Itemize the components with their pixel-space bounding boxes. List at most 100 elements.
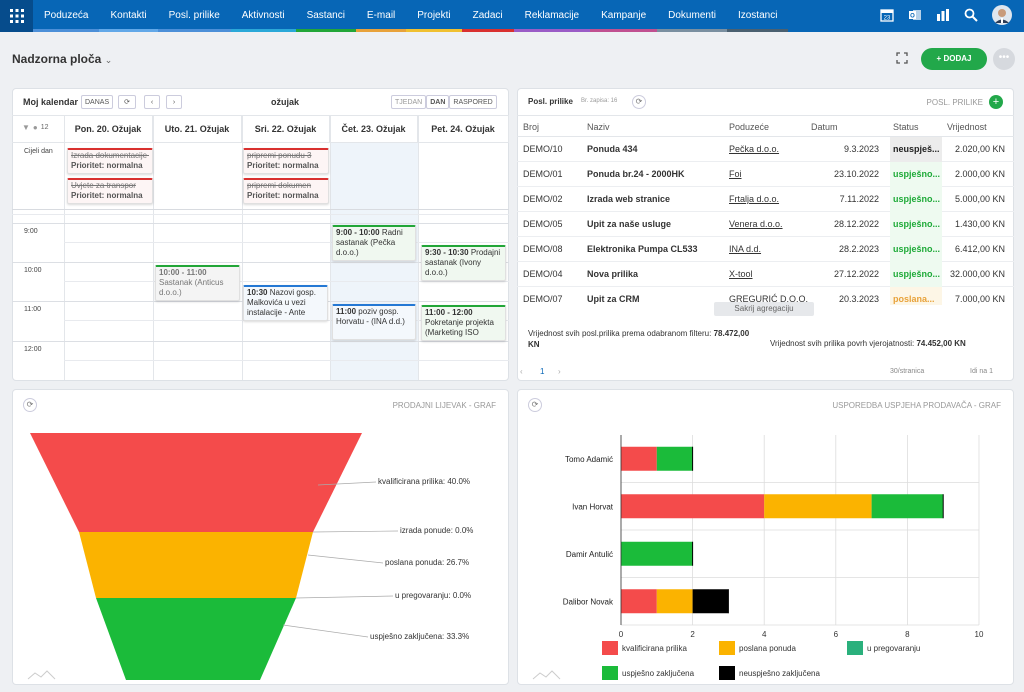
calendar-event[interactable]: 10:00 - 11:00 Sastanak (Anticus d.o.o.) bbox=[155, 265, 240, 301]
table-row[interactable]: DEMO/04 Nova prilika X-tool 27.12.2022 uspje… bbox=[517, 262, 1014, 287]
table-row[interactable]: DEMO/07 Upit za CRM GREGURIĆ D.O.O. 20.3.20… bbox=[517, 287, 1014, 305]
table-row[interactable]: DEMO/02 Izrada web stranice Frtalja d.o.o.… bbox=[517, 187, 1014, 212]
previous-week-button[interactable]: ‹ bbox=[144, 95, 160, 109]
nav-item-6[interactable]: Projekti bbox=[406, 0, 462, 32]
apps-grid-icon[interactable] bbox=[0, 0, 33, 32]
table-cell[interactable]: X-tool bbox=[729, 269, 753, 279]
nav-item-8[interactable]: Reklamacije bbox=[513, 0, 591, 32]
today-button[interactable]: DANAS bbox=[81, 95, 114, 109]
bar-segment[interactable] bbox=[621, 494, 765, 519]
table-cell: DEMO/10 bbox=[523, 144, 563, 154]
fullscreen-icon[interactable] bbox=[896, 52, 908, 66]
nav-item-3[interactable]: Aktivnosti bbox=[230, 0, 296, 32]
bar-segment[interactable] bbox=[656, 589, 693, 614]
column-header-0[interactable]: Broj bbox=[523, 122, 540, 132]
bar-segment[interactable] bbox=[764, 494, 872, 519]
legend-label[interactable]: uspješno zaključena bbox=[622, 669, 695, 678]
table-row[interactable]: DEMO/10 Ponuda 434 Pečka d.o.o. 9.3.2023 neu… bbox=[517, 137, 1014, 162]
nav-item-7[interactable]: Zadaci bbox=[461, 0, 514, 32]
add-deal-button[interactable]: + bbox=[989, 95, 1003, 109]
legend-label[interactable]: u pregovaranju bbox=[867, 644, 920, 653]
nav-item-2[interactable]: Posl. prilike bbox=[157, 0, 231, 32]
user-avatar[interactable] bbox=[992, 5, 1012, 27]
refresh-icon[interactable]: ⟳ bbox=[632, 95, 646, 109]
person-icon[interactable]: ● bbox=[32, 123, 38, 132]
legend-swatch[interactable] bbox=[847, 641, 863, 655]
column-header-2[interactable]: Poduzeće bbox=[729, 122, 770, 132]
column-header-3[interactable]: Datum bbox=[811, 122, 838, 132]
day-header-3[interactable]: Čet. 23. Ožujak bbox=[330, 115, 418, 143]
table-cell: uspješno... bbox=[890, 187, 942, 212]
refresh-icon[interactable]: ⟳ bbox=[118, 95, 136, 109]
calendar-event[interactable]: 11:00 poziv gosp. Horvatu - (INA d.d.) bbox=[332, 304, 416, 340]
table-cell[interactable]: Venera d.o.o. bbox=[729, 219, 783, 229]
column-header-4[interactable]: Status bbox=[893, 122, 919, 132]
table-row[interactable]: DEMO/05 Upit za naše usluge Venera d.o.o. 2… bbox=[517, 212, 1014, 237]
legend-swatch[interactable] bbox=[719, 641, 735, 655]
nav-item-5[interactable]: E-mail bbox=[355, 0, 407, 32]
calendar-event[interactable]: 9:00 - 10:00 Radni sastanak (Pečka d.o.o… bbox=[332, 225, 416, 261]
nav-item-10[interactable]: Dokumenti bbox=[657, 0, 727, 32]
nav-item-9[interactable]: Kampanje bbox=[590, 0, 658, 32]
goto-page[interactable]: Idi na 1 bbox=[970, 368, 993, 375]
bar-segment[interactable] bbox=[621, 589, 657, 614]
view-schedule-tab[interactable]: RASPORED bbox=[449, 95, 497, 109]
column-header-5[interactable]: Vrijednost bbox=[947, 122, 987, 132]
reports-chart-icon[interactable] bbox=[936, 8, 950, 24]
all-day-event[interactable]: Uvjete za transpor Prioritet: normalna bbox=[67, 178, 153, 204]
nav-item-4[interactable]: Sastanci bbox=[295, 0, 356, 32]
bar-segment[interactable] bbox=[656, 446, 693, 471]
calendar-event[interactable]: 10:30 Nazovi gosp. Malkovića u vezi inst… bbox=[243, 285, 328, 321]
bar-segment[interactable] bbox=[871, 494, 944, 519]
bar-segment[interactable] bbox=[621, 446, 657, 471]
table-cell[interactable]: Foi bbox=[729, 169, 742, 179]
all-day-event[interactable]: pripremi dokumen Prioritet: normalna bbox=[243, 178, 329, 204]
calendar-icon[interactable]: 23 bbox=[880, 8, 894, 24]
view-day-tab[interactable]: DAN bbox=[426, 95, 450, 109]
day-header-1[interactable]: Uto. 21. Ožujak bbox=[153, 115, 242, 143]
day-header-0[interactable]: Pon. 20. Ožujak bbox=[64, 115, 153, 143]
prev-page-button[interactable]: ‹ bbox=[520, 367, 523, 376]
add-button[interactable]: + DODAJ bbox=[921, 48, 987, 70]
outlook-icon[interactable]: O bbox=[908, 8, 922, 24]
event-time: 10:30 bbox=[247, 288, 268, 297]
nav-item-0[interactable]: Poduzeća bbox=[33, 0, 100, 32]
nav-item-1[interactable]: Kontakti bbox=[99, 0, 158, 32]
table-row[interactable]: DEMO/08 Elektronika Pumpa CL533 INA d.d. 28… bbox=[517, 237, 1014, 262]
column-header-1[interactable]: Naziv bbox=[587, 122, 610, 132]
bar-segment[interactable] bbox=[692, 589, 729, 614]
legend-label[interactable]: neuspješno zaključena bbox=[739, 669, 820, 678]
nav-item-11[interactable]: Izostanci bbox=[726, 0, 789, 32]
calendar-event[interactable]: 11:00 - 12:00 Pokretanje projekta (Marke… bbox=[421, 305, 506, 341]
day-header-4[interactable]: Pet. 24. Ožujak bbox=[418, 115, 509, 143]
table-cell[interactable]: Pečka d.o.o. bbox=[729, 144, 780, 154]
bar-segment[interactable] bbox=[621, 541, 693, 566]
legend-swatch[interactable] bbox=[602, 666, 618, 680]
all-day-event[interactable]: Izrada dokumentacije - Ivony d.o.o. 21.3… bbox=[67, 148, 153, 174]
per-page-select[interactable]: 30/stranica bbox=[890, 368, 925, 375]
filter-icon[interactable]: ▼ bbox=[22, 123, 30, 132]
table-cell[interactable]: GREGURIĆ D.O.O. bbox=[729, 294, 809, 304]
weighted-sum: Vrijednost svih prilika povrh vjerojatno… bbox=[770, 339, 966, 348]
day-header-2[interactable]: Sri. 22. Ožujak bbox=[242, 115, 330, 143]
legend-label[interactable]: poslana ponuda bbox=[739, 644, 796, 653]
view-week-tab[interactable]: TJEDAN bbox=[391, 95, 427, 109]
legend-swatch[interactable] bbox=[602, 641, 618, 655]
table-row[interactable]: DEMO/01 Ponuda br.24 - 2000HK Foi 23.10.202… bbox=[517, 162, 1014, 187]
table-cell[interactable]: INA d.d. bbox=[729, 244, 762, 254]
next-page-button[interactable]: › bbox=[558, 367, 561, 376]
all-day-event[interactable]: pripremi ponudu 3 Prioritet: normalna bbox=[243, 148, 329, 174]
page-number[interactable]: 1 bbox=[540, 367, 545, 376]
hide-aggregation-button[interactable]: Sakrij agregaciju bbox=[714, 302, 814, 316]
legend-swatch[interactable] bbox=[719, 666, 735, 680]
calendar-event[interactable]: 9:30 - 10:30 Prodajni sastanak (Ivony d.… bbox=[421, 245, 506, 281]
search-icon[interactable] bbox=[964, 8, 978, 24]
y-category-label: Ivan Horvat bbox=[572, 502, 614, 511]
next-week-button[interactable]: › bbox=[166, 95, 182, 109]
refresh-icon[interactable]: ⟳ bbox=[23, 398, 37, 412]
more-options-icon[interactable]: ••• bbox=[993, 48, 1015, 70]
refresh-icon[interactable]: ⟳ bbox=[528, 398, 542, 412]
page-title[interactable]: Nadzorna ploča ⌄ bbox=[12, 52, 113, 66]
legend-label[interactable]: kvalificirana prilika bbox=[622, 644, 687, 653]
table-cell[interactable]: Frtalja d.o.o. bbox=[729, 194, 780, 204]
